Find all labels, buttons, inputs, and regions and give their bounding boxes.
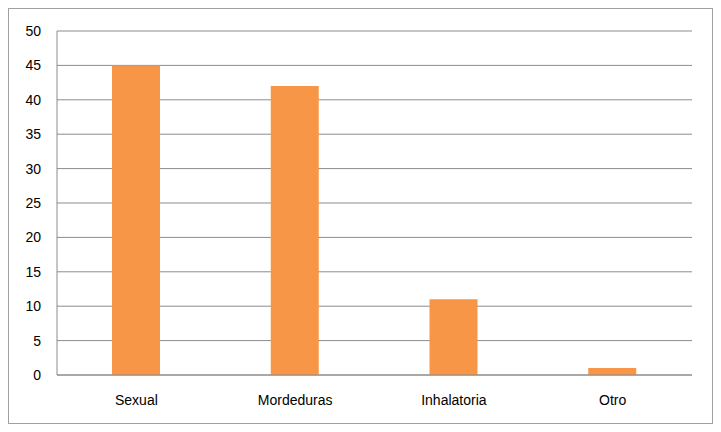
svg-text:35: 35 bbox=[25, 126, 41, 142]
svg-text:30: 30 bbox=[25, 161, 41, 177]
svg-text:15: 15 bbox=[25, 264, 41, 280]
svg-text:Mordeduras: Mordeduras bbox=[258, 392, 333, 408]
svg-text:25: 25 bbox=[25, 195, 41, 211]
svg-text:Sexual: Sexual bbox=[115, 392, 158, 408]
svg-text:20: 20 bbox=[25, 229, 41, 245]
svg-text:10: 10 bbox=[25, 298, 41, 314]
svg-text:Inhalatoria: Inhalatoria bbox=[421, 392, 487, 408]
svg-text:50: 50 bbox=[25, 23, 41, 39]
svg-text:0: 0 bbox=[33, 367, 41, 383]
svg-text:40: 40 bbox=[25, 92, 41, 108]
svg-text:5: 5 bbox=[33, 333, 41, 349]
svg-text:45: 45 bbox=[25, 57, 41, 73]
svg-text:Otro: Otro bbox=[599, 392, 626, 408]
